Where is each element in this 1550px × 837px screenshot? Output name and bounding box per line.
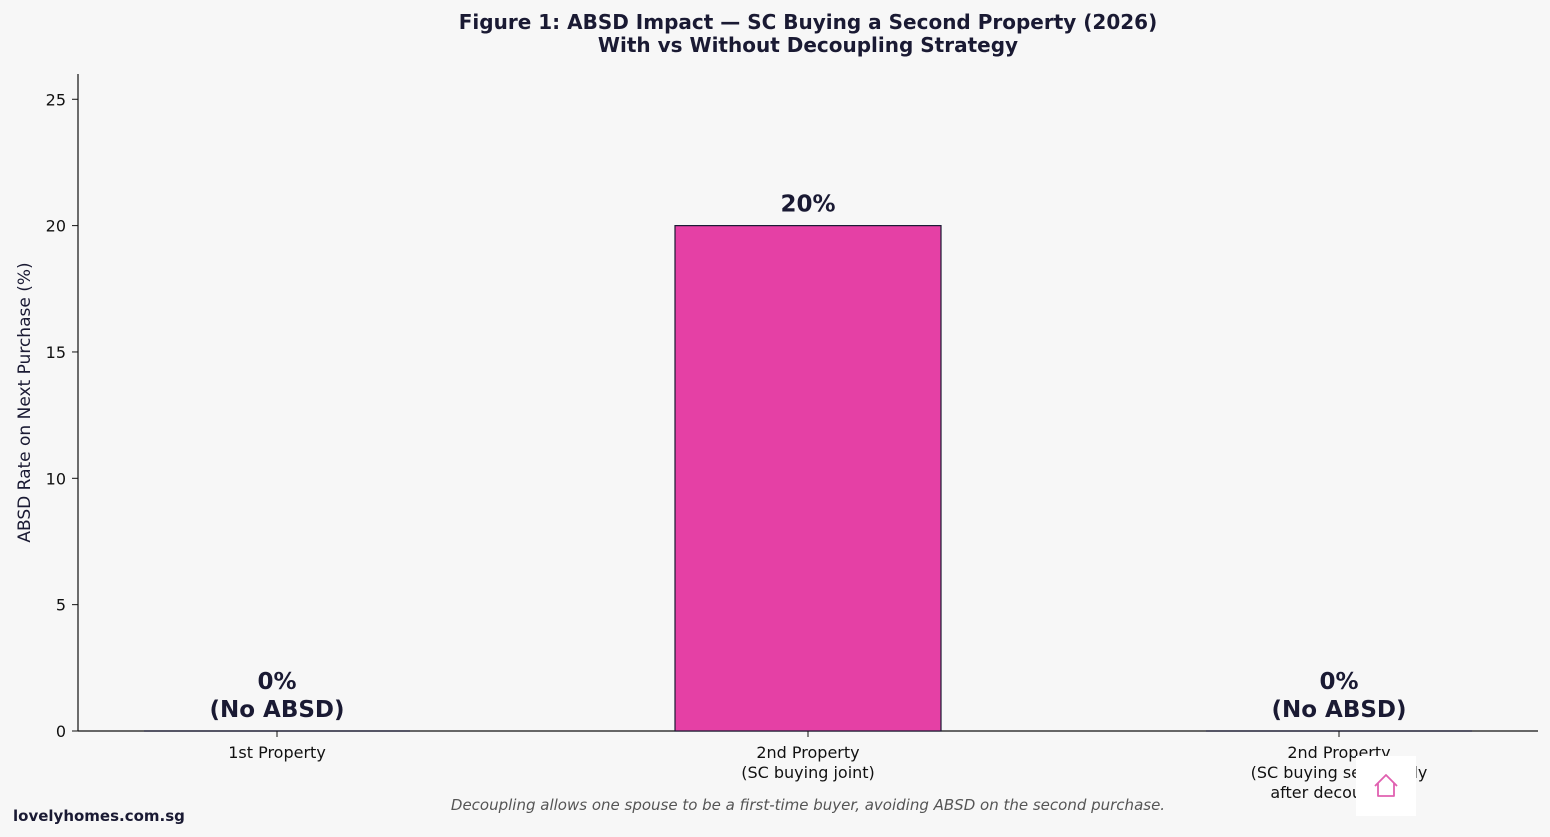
- bar-value-label: (No ABSD): [209, 697, 344, 723]
- chart-data-labels: 0%(No ABSD)20%0%(No ABSD): [209, 192, 1406, 723]
- bar: [674, 225, 942, 732]
- x-tick-label: 2nd Property: [756, 743, 859, 762]
- chart-title: Figure 1: ABSD Impact — SC Buying a Seco…: [459, 10, 1157, 57]
- y-tick-label: 0: [56, 722, 66, 741]
- house-logo: [1356, 756, 1416, 816]
- chart-title-line: With vs Without Decoupling Strategy: [598, 33, 1018, 57]
- bar-value-label: 20%: [780, 192, 835, 218]
- chart-x-tick-labels: 1st Property 2nd Property(SC buying joint…: [228, 731, 1427, 802]
- y-tick-label: 15: [46, 343, 66, 362]
- chart-bars: [144, 225, 1472, 732]
- y-axis-label: ABSD Rate on Next Purchase (%): [15, 262, 35, 542]
- x-tick-label: (SC buying joint): [741, 763, 875, 782]
- x-tick-label: 1st Property: [228, 743, 326, 762]
- site-watermark: lovelyhomes.com.sg: [13, 807, 185, 825]
- house-icon: [1374, 774, 1398, 797]
- bar-value-label: 0%: [257, 669, 296, 695]
- bar-value-label: (No ABSD): [1271, 697, 1406, 723]
- y-tick-label: 5: [56, 596, 66, 615]
- y-tick-label: 10: [46, 469, 66, 488]
- y-tick-label: 20: [46, 217, 66, 236]
- chart-caption: Decoupling allows one spouse to be a fir…: [451, 796, 1165, 814]
- chart-title-line: Figure 1: ABSD Impact — SC Buying a Seco…: [459, 10, 1157, 34]
- y-tick-label: 25: [46, 90, 66, 109]
- bar-value-label: 0%: [1319, 669, 1358, 695]
